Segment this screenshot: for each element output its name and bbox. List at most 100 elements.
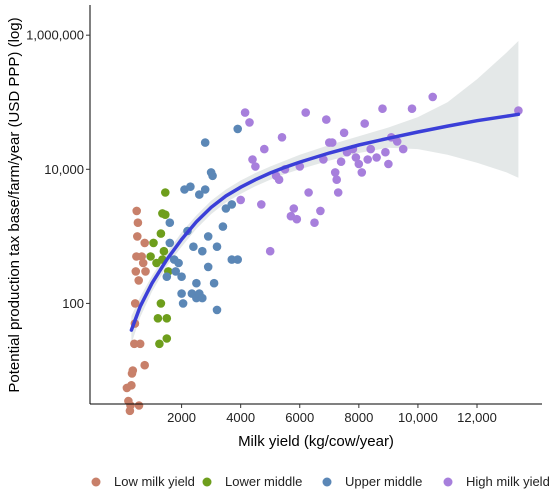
point-high-milk-yield xyxy=(251,162,260,171)
x-tick-label: 12,000 xyxy=(457,410,497,425)
point-high-milk-yield xyxy=(257,200,266,209)
point-low-milk-yield xyxy=(130,299,140,308)
point-upper-middle xyxy=(192,278,201,288)
point-high-milk-yield xyxy=(289,204,299,213)
point-low-milk-yield xyxy=(126,401,135,410)
point-upper-middle xyxy=(198,246,207,256)
x-tick-label: 2000 xyxy=(167,410,196,425)
point-lower-middle xyxy=(153,314,163,323)
point-lower-middle xyxy=(161,210,170,219)
point-upper-middle xyxy=(198,293,207,303)
x-tick-label: 4000 xyxy=(226,410,255,425)
point-upper-middle xyxy=(203,262,213,272)
data-points-layer xyxy=(122,92,523,416)
point-high-milk-yield xyxy=(333,188,343,197)
point-low-milk-yield xyxy=(133,218,143,227)
point-upper-middle xyxy=(212,242,222,251)
legend-swatch-low-milk-yield xyxy=(91,477,101,487)
point-upper-middle xyxy=(218,222,228,231)
point-upper-middle xyxy=(209,278,219,288)
point-upper-middle xyxy=(174,258,183,268)
point-upper-middle xyxy=(165,238,175,248)
point-high-milk-yield xyxy=(392,137,402,146)
point-upper-middle xyxy=(208,171,217,181)
y-tick-label: 100 xyxy=(62,296,84,311)
point-high-milk-yield xyxy=(316,206,325,216)
point-high-milk-yield xyxy=(327,138,337,147)
point-low-milk-yield xyxy=(138,258,148,268)
point-low-milk-yield xyxy=(133,232,142,241)
point-lower-middle xyxy=(155,339,164,349)
point-high-milk-yield xyxy=(363,155,373,164)
legend-label-high-milk-yield: High milk yield xyxy=(466,474,550,489)
point-low-milk-yield xyxy=(132,206,141,216)
point-high-milk-yield xyxy=(381,147,390,157)
point-upper-middle xyxy=(177,289,186,298)
point-upper-middle xyxy=(203,232,213,241)
point-high-milk-yield xyxy=(351,153,361,162)
point-lower-middle xyxy=(162,314,172,323)
point-low-milk-yield xyxy=(137,252,146,261)
legend-swatch-high-milk-yield xyxy=(443,477,453,487)
point-high-milk-yield xyxy=(339,128,349,138)
point-high-milk-yield xyxy=(360,119,370,128)
point-upper-middle xyxy=(162,272,172,282)
point-upper-middle xyxy=(200,185,210,194)
point-high-milk-yield xyxy=(372,153,381,162)
point-high-milk-yield xyxy=(322,115,331,124)
point-low-milk-yield xyxy=(127,381,136,390)
point-high-milk-yield xyxy=(330,168,340,177)
x-tick-label: 8000 xyxy=(344,410,373,425)
point-low-milk-yield xyxy=(130,339,139,349)
point-upper-middle xyxy=(233,255,242,264)
point-high-milk-yield xyxy=(245,118,254,127)
legend-label-upper-middle: Upper middle xyxy=(345,474,422,489)
point-low-milk-yield xyxy=(134,401,144,410)
point-low-milk-yield xyxy=(128,366,138,375)
y-tick-label: 1,000,000 xyxy=(26,28,84,43)
fit-line xyxy=(129,112,521,332)
point-high-milk-yield xyxy=(274,175,284,184)
point-lower-middle xyxy=(149,238,158,248)
point-lower-middle xyxy=(159,246,169,256)
point-high-milk-yield xyxy=(384,159,393,169)
point-high-milk-yield xyxy=(319,155,328,164)
point-high-milk-yield xyxy=(428,92,438,102)
point-high-milk-yield xyxy=(378,104,387,113)
confidence-band xyxy=(131,41,519,344)
point-upper-middle xyxy=(227,200,237,209)
point-high-milk-yield xyxy=(332,175,342,184)
point-low-milk-yield xyxy=(131,267,141,276)
point-high-milk-yield xyxy=(248,155,257,164)
point-upper-middle xyxy=(186,182,195,191)
point-lower-middle xyxy=(146,252,155,261)
point-upper-middle xyxy=(227,255,237,264)
point-high-milk-yield xyxy=(240,108,250,117)
point-lower-middle xyxy=(156,299,166,308)
point-low-milk-yield xyxy=(134,276,143,285)
point-high-milk-yield xyxy=(260,144,269,154)
point-upper-middle xyxy=(212,305,222,315)
point-high-milk-yield xyxy=(354,159,364,169)
point-low-milk-yield xyxy=(140,360,149,370)
confidence-band-layer xyxy=(131,41,519,344)
fit-line-layer xyxy=(129,112,521,332)
point-low-milk-yield xyxy=(135,339,145,349)
axes-layer: 2000 4000 6000 8000 10,000 12,000 100 10,000 1,0… xyxy=(26,5,542,425)
point-high-milk-yield xyxy=(366,144,376,154)
point-high-milk-yield xyxy=(514,106,523,115)
point-lower-middle xyxy=(161,188,170,197)
point-low-milk-yield xyxy=(141,267,150,276)
point-high-milk-yield xyxy=(292,214,302,224)
point-high-milk-yield xyxy=(301,108,311,117)
legend-swatch-lower-middle xyxy=(202,477,212,487)
point-upper-middle xyxy=(200,138,210,147)
y-tick-label: 10,000 xyxy=(44,162,84,177)
point-low-milk-yield xyxy=(140,238,149,248)
point-upper-middle xyxy=(233,124,242,134)
point-upper-middle xyxy=(171,267,180,276)
point-high-milk-yield xyxy=(304,188,313,197)
point-high-milk-yield xyxy=(236,195,245,205)
legend-label-lower-middle: Lower middle xyxy=(225,474,302,489)
